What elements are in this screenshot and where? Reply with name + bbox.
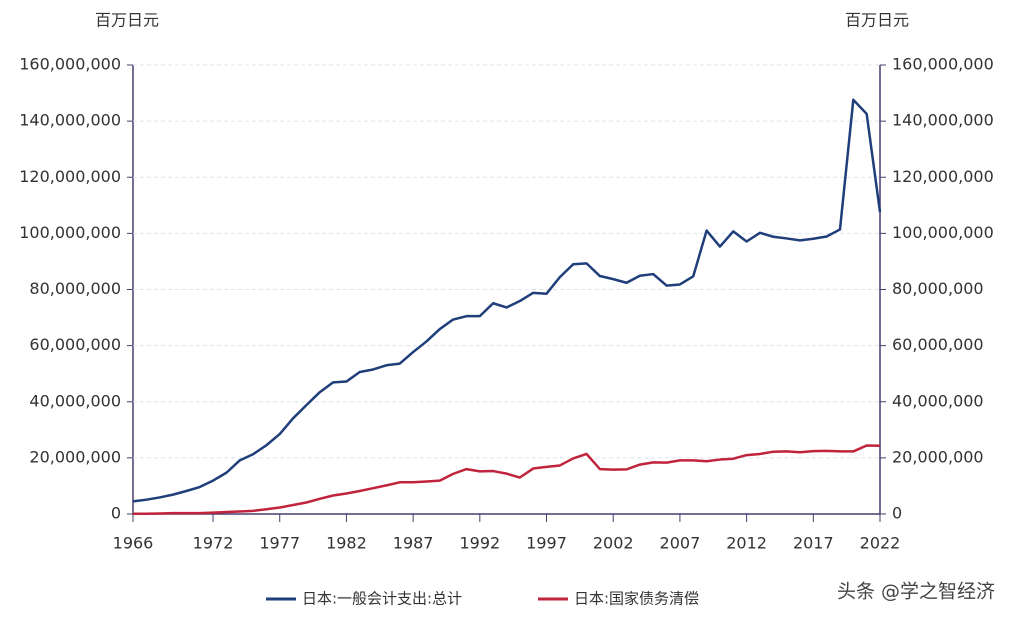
y-unit-label: 百万日元	[95, 11, 159, 30]
x-tick-label: 2022	[860, 534, 901, 553]
y-tick-label: 0	[111, 504, 121, 523]
x-tick-label: 2017	[793, 534, 834, 553]
x-tick-label: 1982	[326, 534, 367, 553]
y2-tick-label: 160,000,000	[892, 55, 994, 74]
x-tick-label: 1987	[393, 534, 434, 553]
y2-tick-label: 100,000,000	[892, 223, 994, 242]
y2-tick-label: 80,000,000	[892, 279, 984, 298]
x-tick-label: 1992	[459, 534, 500, 553]
series-line	[133, 444, 881, 515]
x-tick-label: 2012	[726, 534, 767, 553]
legend-label: 日本:一般会计支出:总计	[302, 590, 462, 608]
legend-label: 日本:国家债务清偿	[574, 590, 699, 608]
y-tick-label: 160,000,000	[19, 55, 121, 74]
y-tick-label: 100,000,000	[19, 223, 121, 242]
y2-tick-label: 0	[892, 504, 902, 523]
x-tick-label: 2007	[660, 534, 701, 553]
watermark: 头条 @学之智经济	[837, 581, 995, 603]
y-tick-label: 60,000,000	[29, 335, 121, 354]
x-tick-label: 1997	[526, 534, 567, 553]
y2-tick-label: 140,000,000	[892, 111, 994, 130]
series-line	[132, 98, 882, 503]
y-tick-label: 120,000,000	[19, 167, 121, 186]
y2-tick-label: 60,000,000	[892, 335, 984, 354]
y2-tick-label: 20,000,000	[892, 447, 984, 466]
y2-tick-label: 40,000,000	[892, 391, 984, 410]
x-tick-label: 1966	[113, 534, 154, 553]
y-tick-label: 20,000,000	[29, 447, 121, 466]
y2-unit-label: 百万日元	[845, 11, 909, 30]
x-tick-label: 2002	[593, 534, 634, 553]
y-tick-label: 40,000,000	[29, 391, 121, 410]
x-tick-label: 1977	[259, 534, 300, 553]
y2-tick-label: 120,000,000	[892, 167, 994, 186]
y-tick-label: 80,000,000	[29, 279, 121, 298]
y-tick-label: 140,000,000	[19, 111, 121, 130]
x-tick-label: 1972	[193, 534, 234, 553]
